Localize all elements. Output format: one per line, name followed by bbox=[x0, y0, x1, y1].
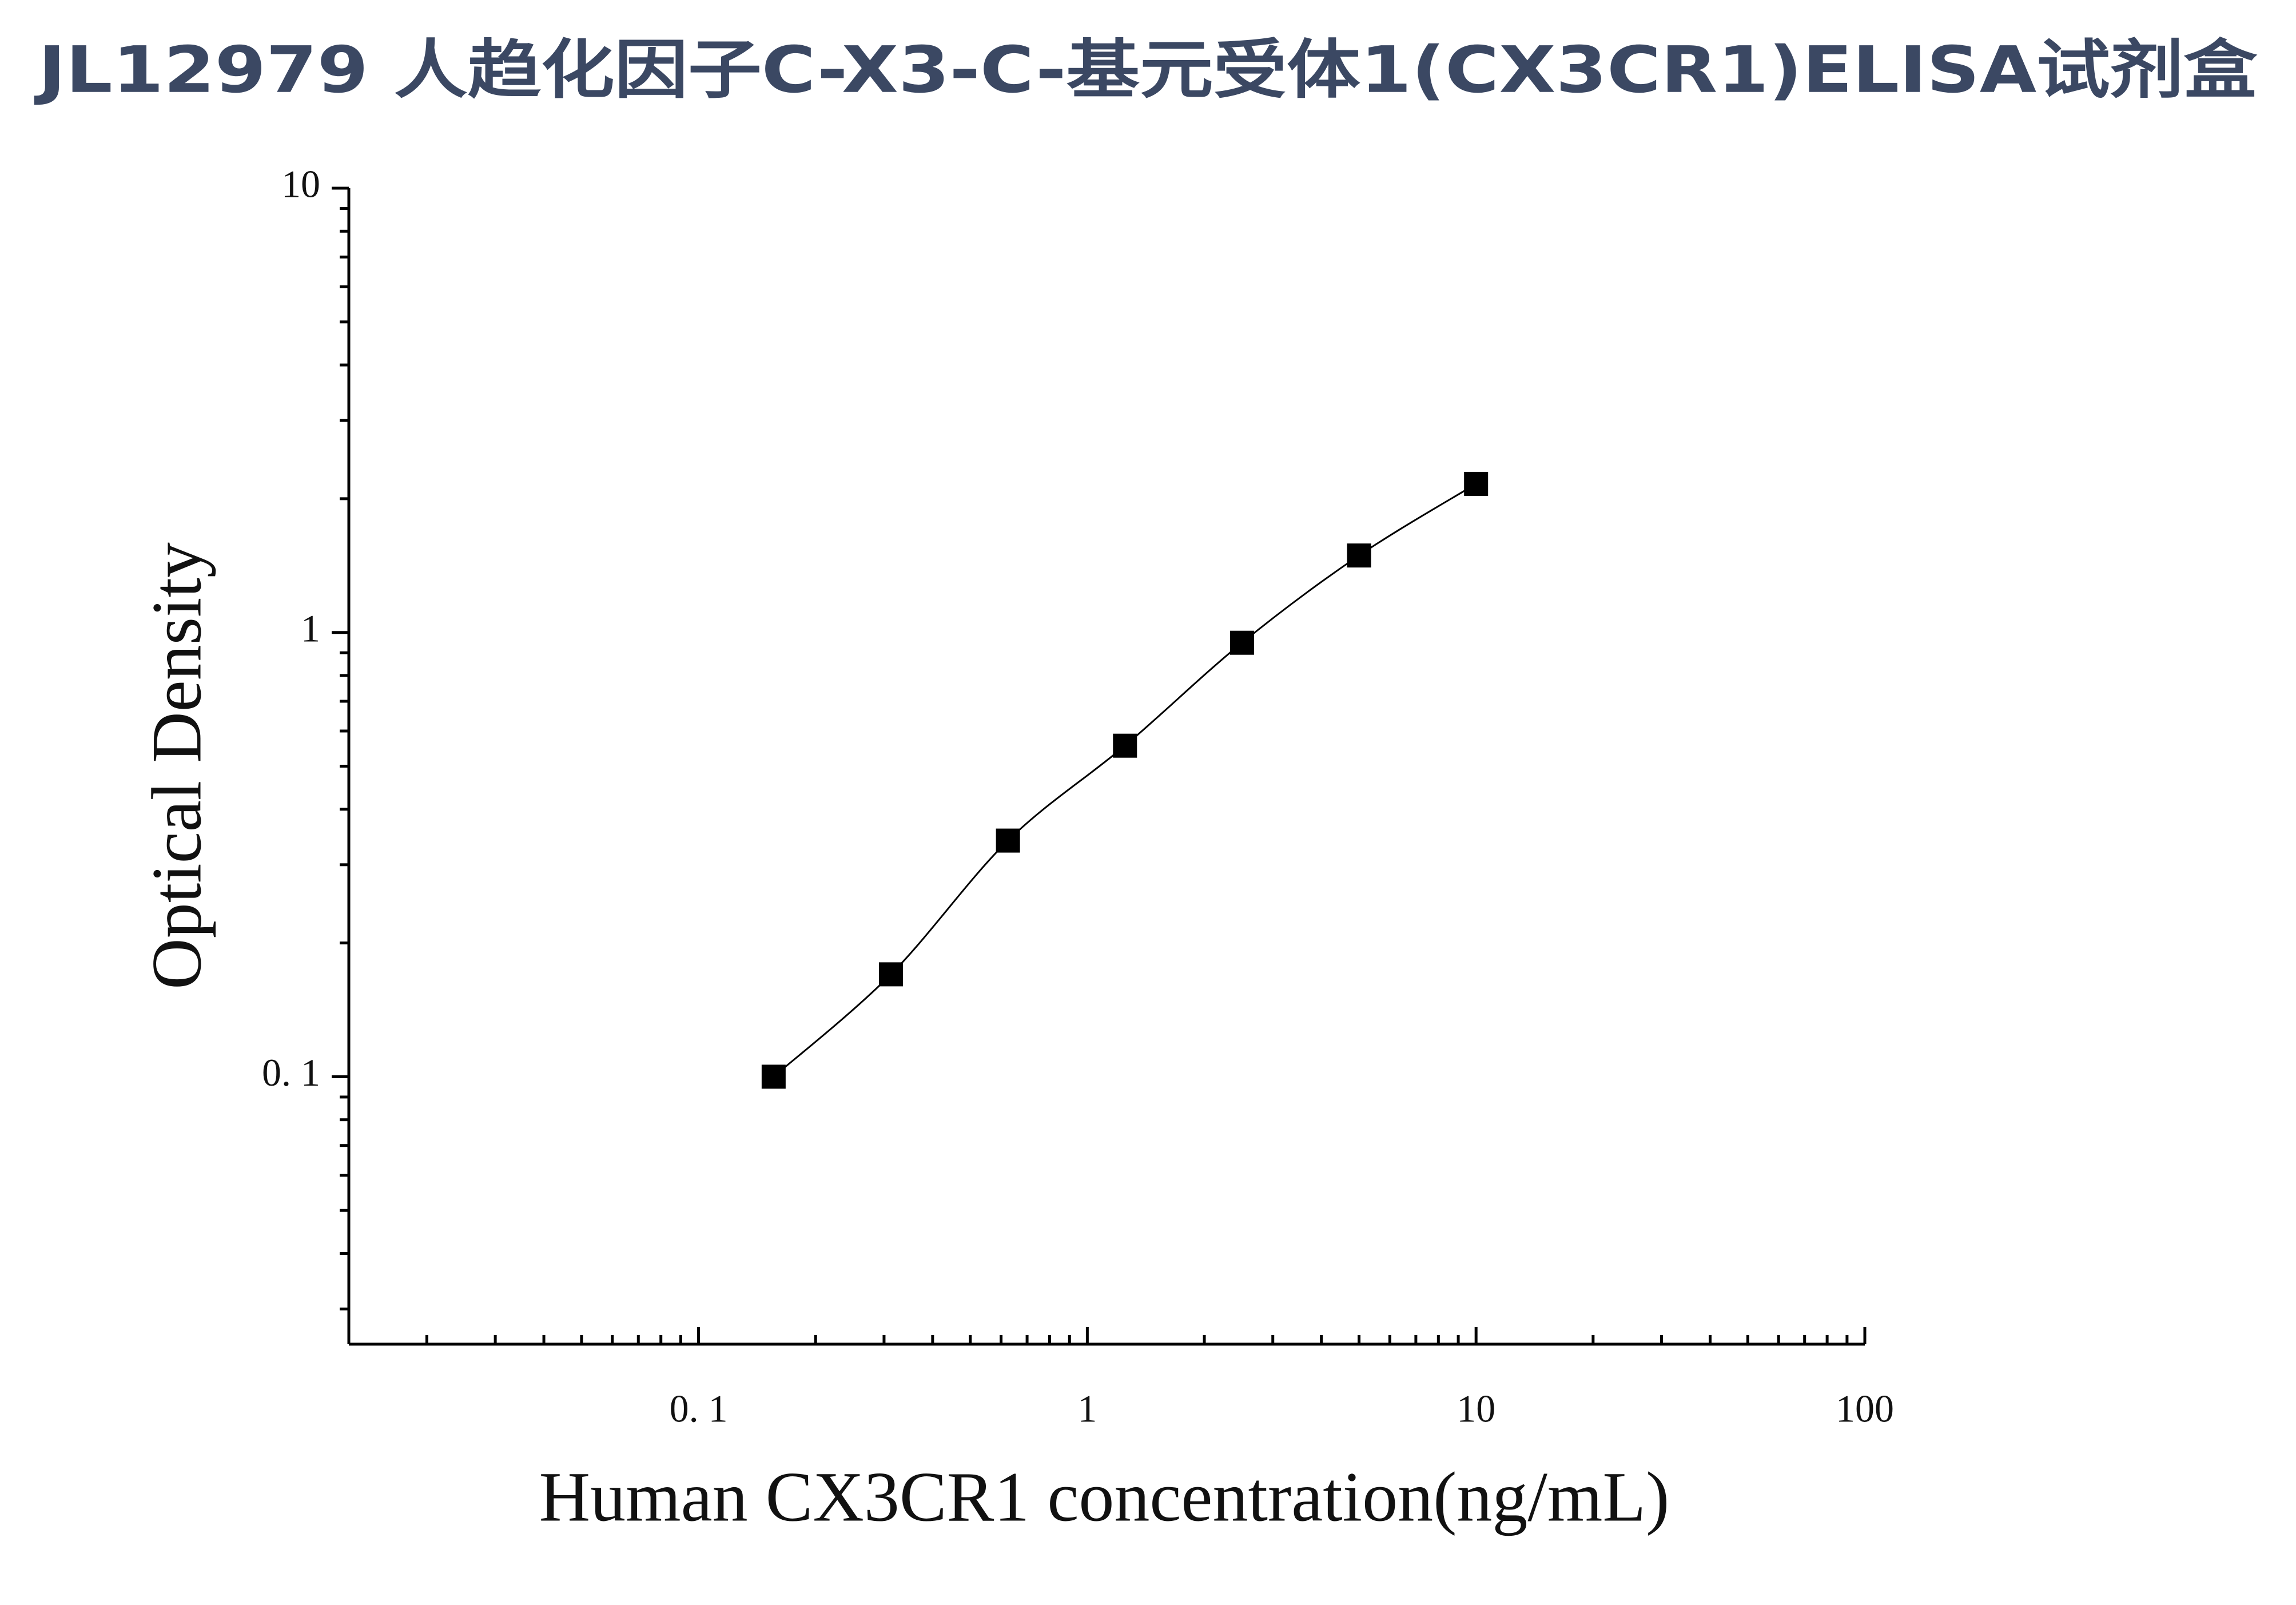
point bbox=[761, 1064, 786, 1089]
point bbox=[1347, 543, 1371, 568]
x-tick-label: 100 bbox=[1836, 1387, 1894, 1431]
point bbox=[1229, 630, 1254, 655]
y-tick-label: 10 bbox=[281, 162, 320, 206]
x-axis-label: Human CX3CR1 concentration(ng/mL) bbox=[539, 1457, 1670, 1536]
point bbox=[1464, 471, 1489, 496]
x-tick-label: 0. 1 bbox=[670, 1387, 728, 1431]
x-tick-label: 10 bbox=[1457, 1387, 1495, 1431]
point bbox=[1113, 733, 1137, 758]
y-tick-label: 0. 1 bbox=[262, 1051, 320, 1094]
y-tick-label: 1 bbox=[301, 606, 320, 650]
y-axis-label: Optical Density bbox=[137, 542, 216, 990]
point bbox=[878, 962, 903, 987]
x-tick-label: 1 bbox=[1077, 1387, 1097, 1431]
chart-title: JL12979 人趋化因子C-X3-C-基元受体1(CX3CR1)ELISA试剂… bbox=[34, 33, 2258, 108]
point bbox=[996, 828, 1020, 853]
